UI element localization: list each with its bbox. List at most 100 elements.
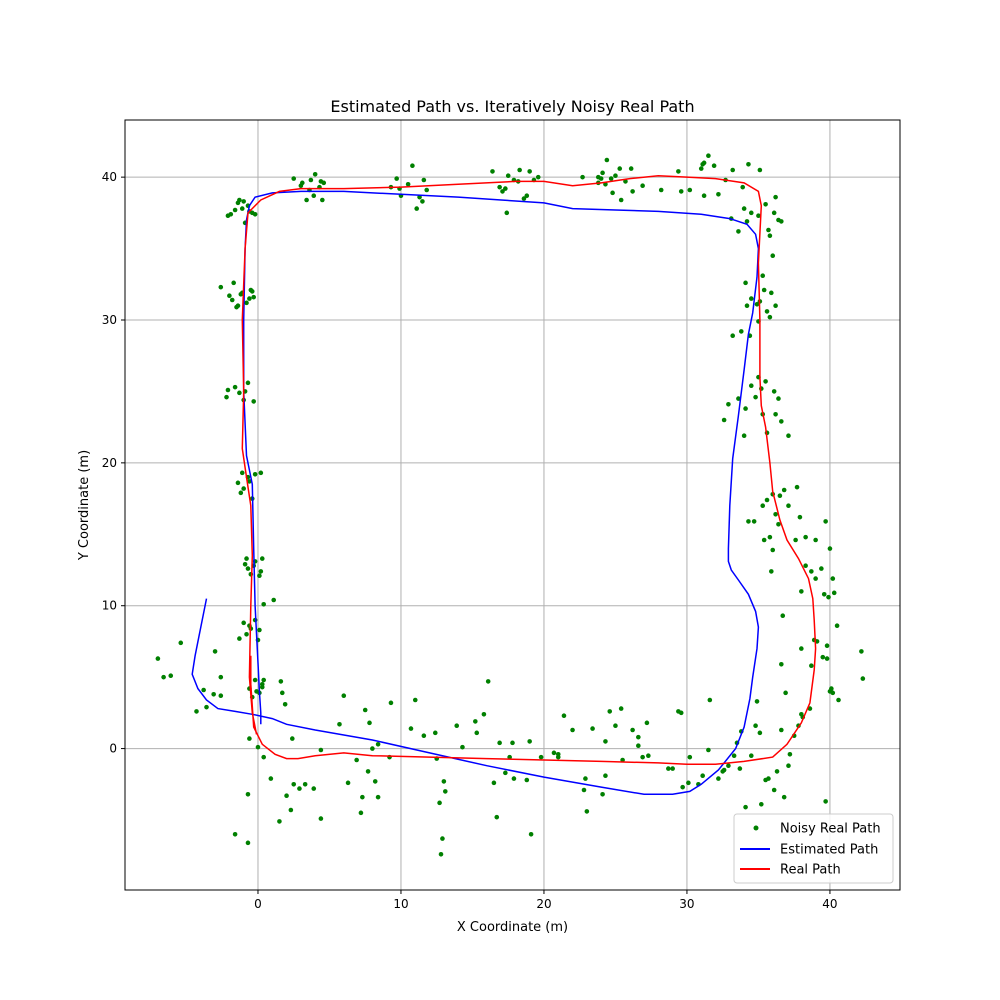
noisy-point xyxy=(244,556,249,561)
noisy-point xyxy=(241,486,246,491)
noisy-point xyxy=(751,519,757,524)
noisy-point xyxy=(251,294,256,300)
noisy-point xyxy=(245,840,251,846)
noisy-point xyxy=(787,751,793,757)
noisy-point xyxy=(289,736,295,741)
noisy-point xyxy=(168,673,174,679)
y-tick-label: 10 xyxy=(102,599,117,613)
noisy-point xyxy=(521,196,527,201)
noisy-point xyxy=(777,493,783,499)
noisy-point xyxy=(311,786,317,791)
noisy-point xyxy=(485,679,491,684)
noisy-point xyxy=(773,194,778,200)
noisy-point xyxy=(237,197,242,203)
noisy-point xyxy=(410,163,415,169)
noisy-point xyxy=(414,206,419,211)
noisy-point xyxy=(598,176,604,181)
noisy-point xyxy=(698,166,704,171)
noisy-point xyxy=(581,787,587,793)
noisy-point xyxy=(716,776,721,781)
noisy-point xyxy=(212,649,218,654)
noisy-point xyxy=(737,766,743,771)
noisy-point xyxy=(769,569,774,574)
noisy-point xyxy=(432,730,438,736)
noisy-point xyxy=(302,781,308,787)
x-tick-label: 10 xyxy=(393,897,408,911)
noisy-point xyxy=(761,537,767,543)
noisy-point xyxy=(736,396,741,401)
y-tick-label: 30 xyxy=(102,313,117,327)
noisy-point xyxy=(261,601,266,607)
noisy-point xyxy=(238,490,244,496)
noisy-point xyxy=(590,726,595,731)
noisy-point xyxy=(288,807,294,813)
noisy-point xyxy=(239,206,245,211)
noisy-point xyxy=(707,697,713,703)
noisy-point xyxy=(743,804,748,810)
noisy-point xyxy=(640,754,645,760)
noisy-point xyxy=(748,753,754,759)
noisy-point xyxy=(630,189,635,194)
noisy-point xyxy=(831,590,837,596)
noisy-point xyxy=(474,730,480,736)
noisy-point xyxy=(155,656,161,661)
noisy-point xyxy=(687,187,693,193)
noisy-point xyxy=(604,157,610,163)
noisy-point xyxy=(701,193,707,199)
noisy-point xyxy=(827,546,833,551)
noisy-point xyxy=(583,776,588,781)
noisy-point xyxy=(437,800,442,806)
noisy-point xyxy=(644,720,650,726)
noisy-point xyxy=(304,197,309,203)
noisy-point xyxy=(251,399,256,404)
noisy-point xyxy=(809,663,814,669)
noisy-point xyxy=(617,166,623,171)
y-tick-label: 40 xyxy=(102,170,117,184)
noisy-point xyxy=(820,654,826,660)
noisy-point xyxy=(237,636,242,641)
noisy-point xyxy=(793,537,798,543)
noisy-point xyxy=(320,197,325,203)
noisy-point xyxy=(757,730,763,736)
noisy-point xyxy=(375,741,381,747)
noisy-point xyxy=(247,479,252,484)
x-tick-label: 40 xyxy=(822,897,837,911)
noisy-point xyxy=(494,814,500,820)
legend-label-estimated: Estimated Path xyxy=(780,843,878,858)
noisy-point xyxy=(318,747,324,753)
noisy-point xyxy=(201,687,206,693)
noisy-point xyxy=(716,191,721,197)
noisy-point xyxy=(261,754,266,760)
y-ticks: 0 10 20 30 40 xyxy=(102,170,125,756)
noisy-point xyxy=(225,213,231,219)
noisy-point xyxy=(618,706,624,711)
noisy-point xyxy=(771,389,777,394)
y-tick-label: 20 xyxy=(102,456,117,470)
legend-label-noisy: Noisy Real Path xyxy=(780,822,881,837)
x-tick-label: 20 xyxy=(536,897,551,911)
noisy-point xyxy=(618,197,624,203)
noisy-point xyxy=(460,744,465,750)
noisy-point xyxy=(491,780,497,786)
noisy-point xyxy=(345,780,351,786)
x-tick-label: 0 xyxy=(254,897,262,911)
noisy-point xyxy=(779,727,784,733)
noisy-point xyxy=(161,674,166,680)
noisy-point xyxy=(259,684,265,690)
noisy-point xyxy=(241,199,246,204)
noisy-point xyxy=(748,296,754,301)
noisy-point xyxy=(701,160,707,166)
noisy-point xyxy=(291,176,297,181)
noisy-point xyxy=(770,547,776,553)
noisy-point xyxy=(239,470,245,476)
noisy-point xyxy=(823,519,828,524)
noisy-point xyxy=(776,521,781,527)
noisy-point xyxy=(773,511,778,517)
noisy-point xyxy=(736,229,741,234)
y-tick-label: 0 xyxy=(109,742,117,756)
noisy-point xyxy=(497,184,502,190)
noisy-point xyxy=(678,189,684,194)
noisy-point xyxy=(779,219,784,224)
noisy-point xyxy=(603,739,608,744)
noisy-point xyxy=(524,193,530,199)
